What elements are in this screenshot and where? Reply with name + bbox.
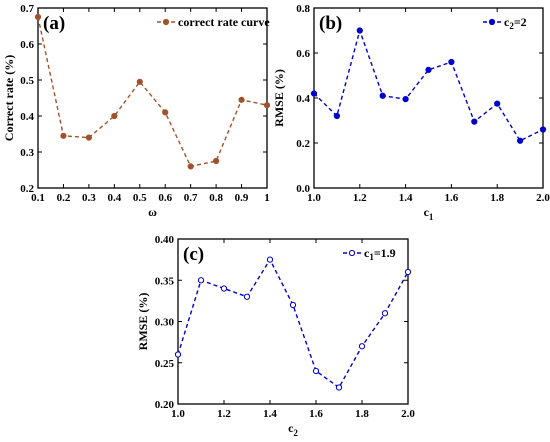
x-tick-label: 0.8 bbox=[209, 192, 223, 204]
data-point bbox=[335, 384, 343, 391]
data-point bbox=[289, 301, 297, 309]
x-tick-label: 1.8 bbox=[355, 408, 369, 420]
data-point bbox=[213, 157, 220, 165]
data-point bbox=[358, 343, 366, 350]
y-axis-label: Correct rate (%) bbox=[2, 55, 16, 141]
data-point bbox=[356, 27, 363, 34]
plot-frame bbox=[37, 7, 268, 189]
y-tick-label: 0.2 bbox=[296, 138, 310, 150]
y-tick-label: 0.25 bbox=[155, 358, 175, 370]
legend-label: correct rate curve bbox=[178, 15, 270, 29]
plot-frame bbox=[177, 238, 409, 405]
y-tick-label: 0.4 bbox=[296, 93, 310, 105]
y-axis-label: RMSE (%) bbox=[136, 293, 150, 351]
data-point bbox=[381, 310, 389, 317]
panel-label: (c) bbox=[183, 244, 204, 265]
y-tick-label: 0.6 bbox=[20, 39, 34, 51]
legend: c2=2 bbox=[483, 15, 527, 31]
y-tick-label: 0.40 bbox=[155, 234, 175, 246]
x-tick-label: 1.4 bbox=[399, 192, 413, 204]
legend-label: c1=1.9 bbox=[364, 246, 396, 262]
data-point bbox=[333, 112, 340, 120]
data-point bbox=[187, 163, 194, 170]
series-line bbox=[313, 28, 544, 142]
y-tick-label: 0.3 bbox=[20, 147, 34, 159]
data-point bbox=[136, 78, 143, 85]
y-tick-label: 0.8 bbox=[296, 3, 310, 15]
x-axis-label: c2 bbox=[288, 421, 298, 438]
chart-panel-2: 1.0 1.2 1.4 1.6 1.8 2.0 0.0 0.2 0.4 0.6 0.8 c1 RMSE … bbox=[272, 3, 550, 222]
y-tick-label: 0.30 bbox=[155, 317, 175, 329]
data-point bbox=[425, 66, 432, 73]
y-tick-label: 0.7 bbox=[20, 3, 34, 15]
y-tick-label: 0.6 bbox=[296, 48, 310, 60]
x-tick-label: 1.4 bbox=[263, 408, 277, 420]
data-point bbox=[312, 367, 320, 375]
x-tick-label: 1.0 bbox=[307, 192, 321, 204]
x-tick-label: 1.8 bbox=[490, 192, 504, 204]
data-point bbox=[220, 285, 228, 292]
plot-frame bbox=[313, 7, 544, 189]
legend: correct rate curve bbox=[157, 15, 270, 29]
data-point bbox=[174, 351, 182, 358]
data-point bbox=[60, 132, 67, 139]
x-tick-label: 0.2 bbox=[57, 192, 71, 204]
data-point bbox=[238, 96, 245, 103]
data-point bbox=[162, 109, 169, 116]
data-point bbox=[402, 96, 409, 103]
x-tick-label: 0.3 bbox=[82, 192, 96, 204]
series-line bbox=[177, 258, 409, 389]
x-tick-label: 0.5 bbox=[133, 192, 147, 204]
y-tick-label: 0.5 bbox=[20, 75, 34, 87]
data-point bbox=[34, 13, 42, 21]
data-point bbox=[266, 256, 274, 263]
legend: c1=1.9 bbox=[343, 246, 396, 262]
chart-panel-3: 1.0 1.2 1.4 1.6 1.8 2.0 0.20 0.25 0.30 0.35 0.40 c2… bbox=[136, 234, 415, 438]
y-tick-label: 0.20 bbox=[155, 399, 175, 411]
x-tick-label: 1.0 bbox=[171, 408, 185, 420]
data-point bbox=[263, 102, 271, 109]
y-tick-label: 0.35 bbox=[155, 275, 175, 287]
data-point bbox=[404, 268, 412, 276]
x-tick-label: 0.7 bbox=[184, 192, 198, 204]
data-point bbox=[539, 126, 547, 133]
legend-label: c2=2 bbox=[504, 15, 527, 31]
x-tick-label: 0.4 bbox=[107, 192, 121, 204]
data-point bbox=[471, 118, 478, 125]
y-axis-label: RMSE (%) bbox=[272, 69, 286, 127]
data-point bbox=[243, 293, 251, 300]
data-point bbox=[310, 90, 318, 97]
y-tick-label: 0.2 bbox=[20, 183, 34, 195]
data-point bbox=[111, 112, 118, 120]
y-tick-label: 0.0 bbox=[296, 183, 310, 195]
data-point bbox=[448, 58, 455, 66]
legend-marker bbox=[488, 18, 496, 26]
x-tick-label: 1 bbox=[264, 192, 270, 204]
chart-panel-1: 0.1 0.2 0.3 0.4 0.5 0.6 0.7 0.8 0.9 10.20.30.40.5… bbox=[2, 3, 270, 219]
x-tick-label: 1.2 bbox=[353, 192, 367, 204]
data-point bbox=[85, 134, 92, 141]
panel-label: (a) bbox=[43, 13, 65, 34]
x-axis-label: ω bbox=[148, 205, 157, 219]
x-tick-label: 0.6 bbox=[158, 192, 172, 204]
data-point bbox=[517, 137, 524, 144]
panel-label: (b) bbox=[319, 13, 342, 34]
x-tick-label: 1.2 bbox=[217, 408, 231, 420]
x-axis-label: c1 bbox=[424, 205, 434, 222]
x-tick-label: 0.9 bbox=[235, 192, 249, 204]
legend-marker bbox=[162, 18, 170, 26]
x-tick-label: 1.6 bbox=[445, 192, 459, 204]
data-point bbox=[494, 100, 501, 107]
x-tick-label: 0.1 bbox=[31, 192, 45, 204]
series-line bbox=[37, 16, 268, 168]
data-point bbox=[197, 277, 205, 284]
y-tick-label: 0.4 bbox=[20, 111, 34, 123]
x-tick-label: 2.0 bbox=[536, 192, 550, 204]
legend-marker bbox=[348, 249, 356, 257]
x-tick-label: 1.6 bbox=[309, 408, 323, 420]
data-point bbox=[379, 92, 386, 99]
x-tick-label: 2.0 bbox=[401, 408, 415, 420]
